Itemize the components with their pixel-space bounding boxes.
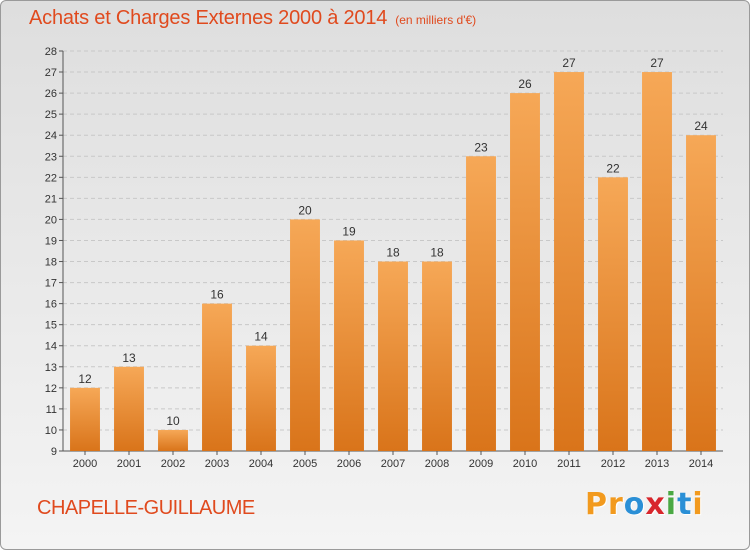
- value-label: 14: [254, 330, 268, 344]
- bar: [466, 156, 496, 451]
- y-tick-labels: 9 10 11 12 13 14 15 16 17 18 19 20 21 22 23 24 25 26 27 28: [45, 46, 57, 458]
- proxiti-logo[interactable]: Proxiti: [585, 487, 704, 522]
- value-label: 18: [430, 246, 444, 260]
- y-tick-label: 23: [45, 151, 57, 163]
- x-tick-label: 2001: [117, 458, 141, 470]
- logo-letter: i: [692, 487, 704, 522]
- value-label: 20: [298, 203, 312, 217]
- bar: [114, 366, 144, 451]
- bar: [422, 261, 452, 451]
- bars: [70, 72, 716, 452]
- commune-name: CHAPELLE-GUILLAUME: [37, 497, 255, 519]
- bar: [246, 345, 276, 451]
- y-tick-label: 27: [45, 67, 57, 79]
- logo-letter: P: [585, 487, 608, 522]
- y-tick-label: 12: [45, 383, 57, 395]
- x-tick-labels: 2000 2001 2002 2003 2004 2005 2006 2007 2008 2009…: [73, 458, 713, 470]
- x-tick-label: 2002: [161, 458, 185, 470]
- y-tick-label: 15: [45, 320, 57, 332]
- bar: [598, 177, 628, 451]
- y-tick-label: 13: [45, 362, 57, 374]
- y-tick-label: 14: [45, 341, 57, 353]
- value-labels: 12 13 10 16 14 20 19 18 18 23 26 27 22 27 24: [78, 56, 708, 428]
- y-tick-label: 28: [45, 46, 57, 58]
- value-label: 18: [386, 246, 400, 260]
- bar: [158, 429, 188, 451]
- bar: [686, 135, 716, 452]
- y-tick-label: 24: [45, 130, 57, 142]
- chart-subtitle: (en milliers d'€): [395, 13, 477, 27]
- y-tick-label: 16: [45, 299, 57, 311]
- y-tick-label: 19: [45, 235, 57, 247]
- y-tick-label: 9: [51, 446, 57, 458]
- logo-letter: r: [608, 487, 624, 522]
- value-label: 10: [166, 414, 180, 428]
- bar: [334, 240, 364, 451]
- y-tick-label: 21: [45, 193, 57, 205]
- bar: [642, 72, 672, 451]
- y-tick-label: 25: [45, 109, 57, 121]
- x-tick-label: 2007: [381, 458, 405, 470]
- y-tick-label: 22: [45, 172, 57, 184]
- value-label: 26: [518, 77, 532, 91]
- bar: [70, 387, 100, 451]
- bar: [290, 219, 320, 451]
- x-tick-label: 2013: [645, 458, 669, 470]
- x-tick-label: 2006: [337, 458, 361, 470]
- x-tick-label: 2004: [249, 458, 273, 470]
- bar: [378, 261, 408, 451]
- x-tick-label: 2012: [601, 458, 625, 470]
- x-tick-label: 2009: [469, 458, 493, 470]
- y-tick-label: 10: [45, 425, 57, 437]
- bar: [554, 72, 584, 451]
- x-tick-label: 2008: [425, 458, 449, 470]
- chart-title-text: Achats et Charges Externes 2000 à 2014: [29, 7, 388, 29]
- x-tick-label: 2011: [557, 458, 581, 470]
- value-label: 22: [606, 161, 620, 175]
- value-label: 23: [474, 140, 488, 154]
- logo-letter: t: [677, 487, 693, 522]
- x-tick-label: 2005: [293, 458, 317, 470]
- value-label: 12: [78, 372, 92, 386]
- y-tick-label: 20: [45, 214, 57, 226]
- y-tick-label: 26: [45, 88, 57, 100]
- y-tick-label: 18: [45, 257, 57, 269]
- value-label: 24: [694, 119, 708, 133]
- x-tick-label: 2000: [73, 458, 97, 470]
- value-label: 27: [650, 56, 664, 70]
- x-tick-label: 2003: [205, 458, 229, 470]
- chart-title: Achats et Charges Externes 2000 à 2014 (e…: [29, 7, 476, 30]
- logo-letter: i: [665, 487, 678, 522]
- y-tick-label: 11: [46, 404, 57, 416]
- x-tick-label: 2010: [513, 458, 537, 470]
- x-tick-label: 2014: [689, 458, 713, 470]
- value-label: 16: [210, 288, 224, 302]
- value-label: 19: [342, 224, 356, 238]
- y-tick-label: 17: [45, 278, 57, 290]
- bar: [202, 303, 232, 451]
- logo-letter: o: [623, 487, 646, 522]
- value-label: 13: [122, 351, 136, 365]
- value-label: 27: [562, 56, 576, 70]
- logo-letter: x: [645, 487, 666, 522]
- bar: [510, 93, 540, 452]
